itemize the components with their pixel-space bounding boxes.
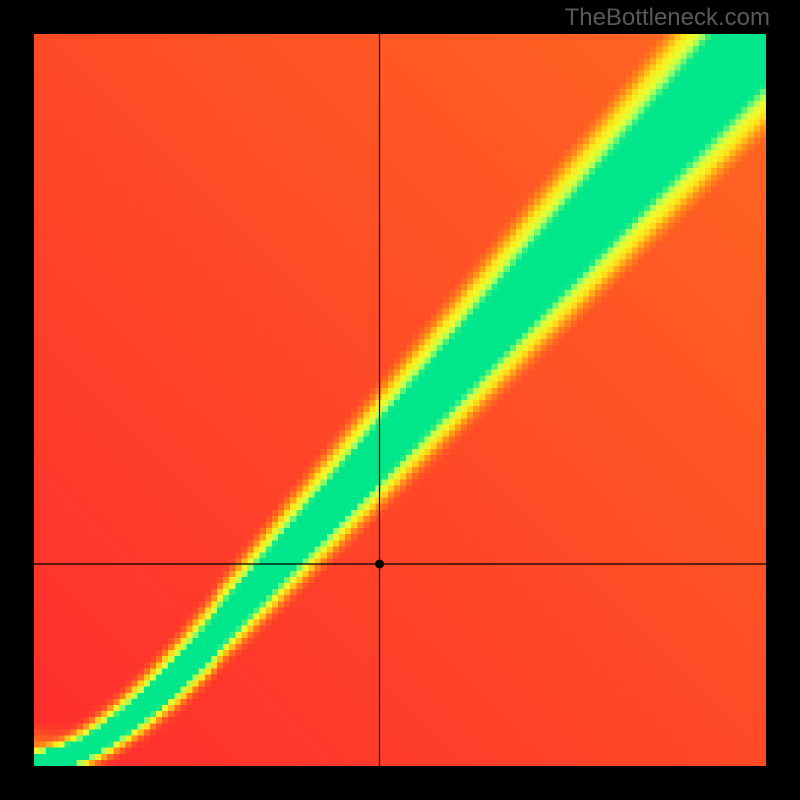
- bottleneck-heatmap: [34, 34, 766, 766]
- chart-container: TheBottleneck.com: [0, 0, 800, 800]
- attribution-text: TheBottleneck.com: [565, 4, 770, 32]
